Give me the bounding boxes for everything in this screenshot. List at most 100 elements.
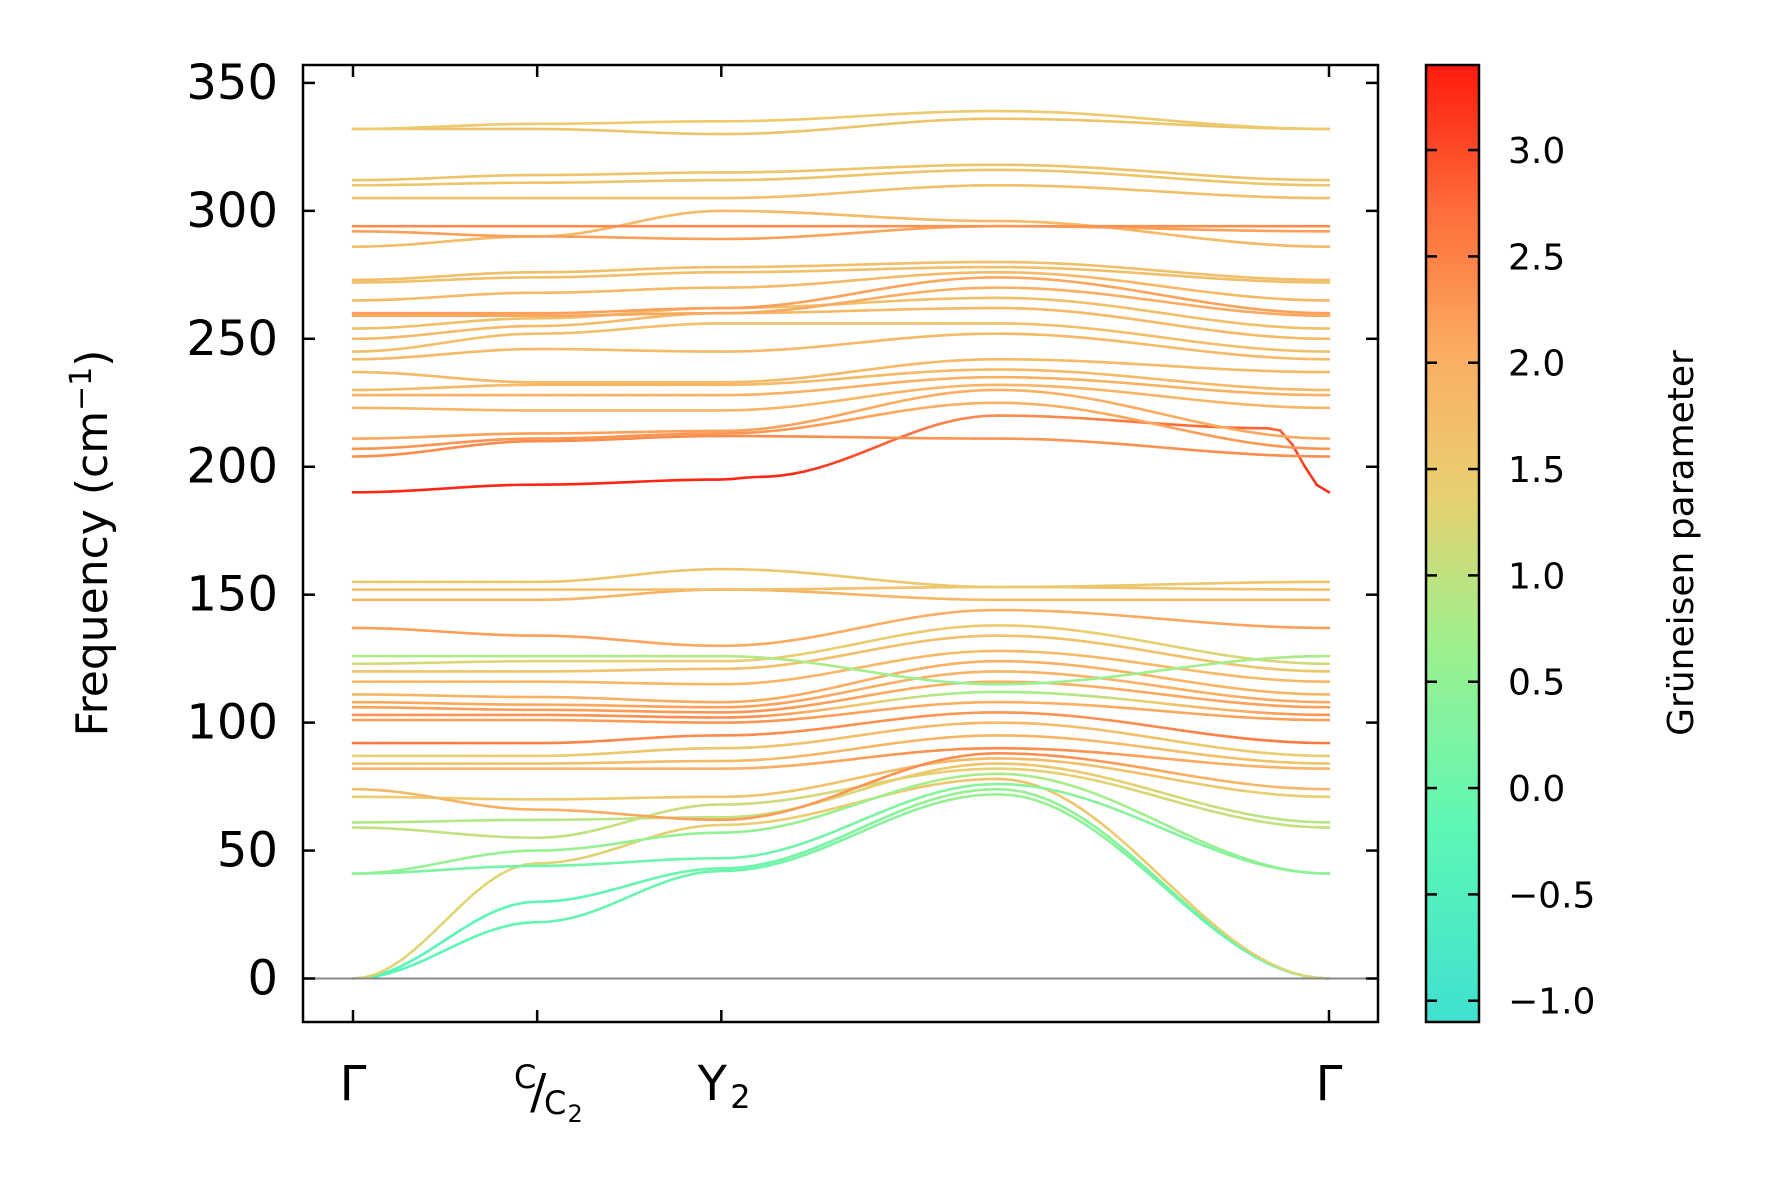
band-segment [1266, 784, 1282, 789]
band-segment [1230, 747, 1245, 753]
band-segment [1230, 368, 1245, 372]
band-segment [1132, 341, 1148, 346]
band-segment [1291, 753, 1306, 757]
band-segment [1059, 369, 1075, 374]
band-segment [1083, 763, 1099, 768]
band-segment [607, 129, 623, 133]
band-segment [1095, 379, 1111, 384]
band-segment [912, 406, 928, 411]
band-segment [1047, 787, 1062, 794]
band-segment [1266, 355, 1282, 360]
colorbar-tick-label: 1.0 [1508, 556, 1565, 597]
band-segment [900, 274, 916, 278]
band-segment [900, 804, 916, 812]
band-segment [473, 484, 489, 488]
band-segment [1059, 804, 1075, 814]
band-segment [815, 671, 831, 677]
phonon-band-10 [351, 746, 1331, 770]
band-segment [1010, 772, 1026, 777]
band-segment [1120, 672, 1136, 677]
band-segment [925, 759, 940, 765]
band-segment [827, 706, 843, 711]
band-segment [1193, 304, 1209, 309]
y-axis-label: Frequency (cm−1) [64, 350, 118, 737]
band-segment [1254, 697, 1270, 701]
band-segment [485, 865, 501, 869]
band-segment [839, 696, 855, 702]
band-segment [546, 860, 562, 865]
band-segment [510, 921, 526, 927]
band-segment [803, 389, 818, 393]
band-segment [1205, 650, 1221, 656]
band-segment [1169, 414, 1184, 421]
band-segment [1169, 426, 1184, 432]
band-segment [607, 594, 623, 598]
band-segment [754, 820, 770, 825]
band-segment [803, 345, 818, 350]
band-segment [1156, 642, 1172, 648]
band-segment [925, 749, 940, 753]
band-segment [803, 800, 818, 808]
band-segment [839, 822, 855, 831]
band-segment [1217, 319, 1233, 324]
band-segment [1169, 190, 1184, 195]
band-segment [437, 446, 452, 452]
band-segment [790, 676, 806, 681]
band-segment [424, 322, 440, 327]
band-segment [937, 626, 953, 631]
band-segment [571, 596, 587, 601]
band-segment [1193, 657, 1209, 663]
band-segment [1047, 798, 1062, 807]
band-segment [1132, 406, 1148, 412]
band-segment [754, 812, 770, 817]
band-segment [1059, 392, 1075, 398]
band-segment [778, 381, 794, 385]
band-segment [1120, 763, 1136, 768]
band-segment [1205, 761, 1221, 765]
band-segment [449, 831, 465, 836]
band-segment [1120, 803, 1136, 812]
band-segment [949, 661, 965, 666]
band-segment [437, 434, 452, 438]
band-segment [1120, 168, 1136, 172]
band-segment [1181, 901, 1197, 915]
band-segment [376, 326, 391, 330]
band-segment [1242, 452, 1258, 456]
band-segment [437, 630, 452, 634]
band-segment [1108, 705, 1123, 709]
band-segment [400, 451, 416, 456]
band-segment [412, 444, 428, 448]
band-segment [1205, 433, 1221, 439]
band-segment [876, 780, 892, 787]
band-segment [449, 277, 465, 282]
band-segment [388, 347, 404, 352]
band-segment [400, 489, 416, 493]
band-segment [1205, 784, 1221, 789]
y-tick-label: 250 [186, 311, 278, 367]
band-segment [949, 390, 965, 395]
band-segment [498, 835, 513, 839]
band-segment [1132, 808, 1148, 817]
band-segment [1193, 712, 1209, 717]
band-segment [485, 484, 501, 488]
band-segment [1217, 927, 1233, 941]
band-segment [1022, 763, 1038, 767]
band-segment [766, 799, 782, 804]
band-segment [1120, 706, 1136, 710]
band-segment [1266, 864, 1282, 870]
band-segment [937, 780, 953, 786]
band-segment [912, 361, 928, 366]
band-segment [888, 769, 904, 777]
phonon-band-28 [351, 434, 1331, 458]
band-segment [668, 747, 684, 751]
band-segment [937, 735, 953, 740]
band-segment [1083, 396, 1099, 402]
band-segment [1120, 753, 1136, 757]
band-segment [1047, 110, 1062, 114]
band-segment [864, 755, 879, 760]
band-segment [595, 636, 611, 641]
band-segment [742, 431, 757, 435]
band-segment [839, 711, 855, 716]
band-segment [1193, 906, 1209, 921]
band-segment [1193, 781, 1209, 787]
